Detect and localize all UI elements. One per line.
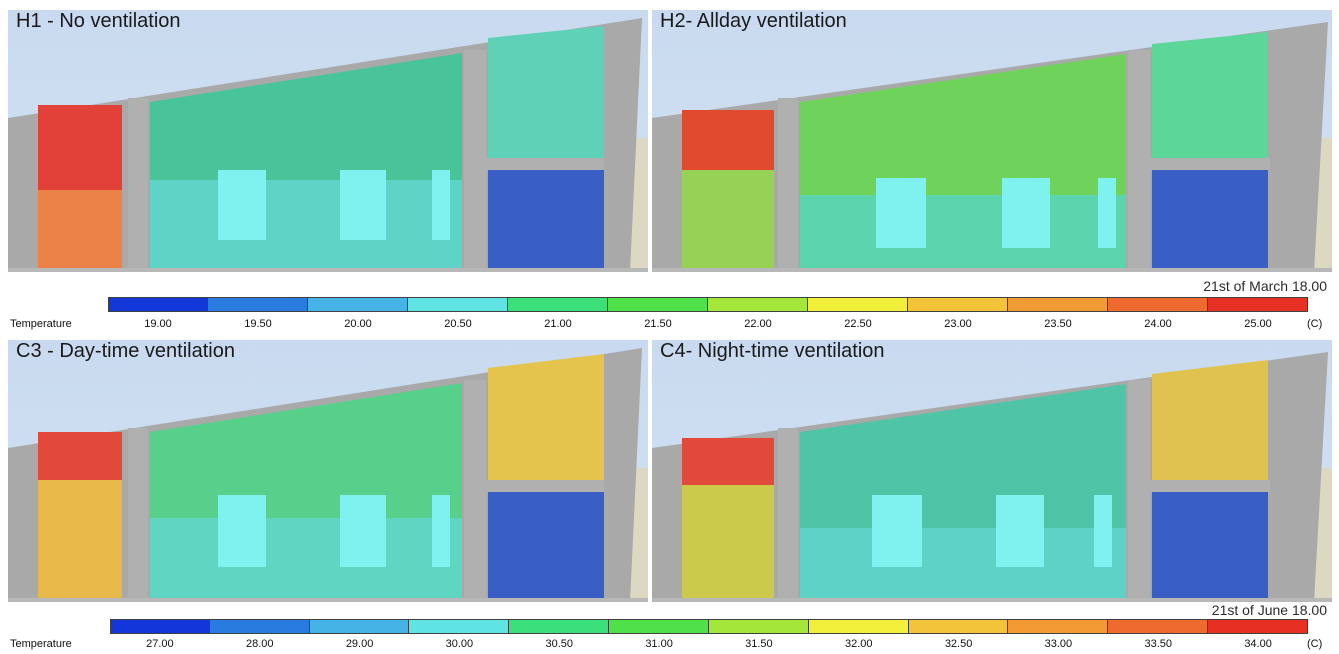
colorbar-segment [108,298,208,311]
colorbar-tick-label: 31.50 [745,638,773,650]
panel-c3: C3 - Day-time ventilation [8,340,648,602]
colorbar-tick-label: 29.00 [345,638,374,650]
colorbar-tick-label: 30.50 [545,638,574,650]
colorbar-label: Temperature [10,318,72,330]
panel-title: H1 - No ventilation [16,10,181,32]
colorbar-segment [1208,620,1308,633]
colorbar-segment [509,620,610,633]
colorbar-label: Temperature [10,638,72,650]
colorbar-segment [708,298,808,311]
building-section-c4 [652,352,1332,602]
colorbar-tick-label: 27.00 [146,638,174,650]
colorbar-tick-label: 23.00 [944,318,972,330]
colorbar-segment [708,620,809,633]
panel-title: C4- Night-time ventilation [660,340,885,362]
panel-c4: C4- Night-time ventilation [652,340,1332,602]
colorbar-tick-label: 24.00 [1144,318,1172,330]
colorbar-tick-label: 22.50 [844,318,872,330]
building-section-c3 [8,348,648,602]
colorbar-tick-label: 19.50 [244,318,272,330]
colorbar-tick-label: 33.50 [1144,638,1173,650]
colorbar-tick-label: 20.50 [444,318,472,330]
colorbar-tick-label: 23.50 [1044,318,1072,330]
colorbar-segment [308,298,408,311]
colorbar-segment [110,620,210,633]
panel-h2: H2- Allday ventilation [652,10,1332,272]
colorbar-tick-label: 19.00 [144,318,172,330]
colorbar-segment [609,620,709,633]
colorbar-tick-label: 21.00 [544,318,572,330]
colorbar-segment [808,298,908,311]
colorbar-segment [209,620,310,633]
colorbar-segment [1108,298,1208,311]
colorbar-tick-label: 30.00 [445,638,474,650]
building-section-h2 [652,22,1332,272]
colorbar-segment [508,298,608,311]
panel-h1: H1 - No ventilation [8,10,648,272]
colorbar-tick-label: 33.00 [1044,638,1073,650]
ticks-march: 19.00 19.50 20.00 20.50 21.00 21.50 22.00 22.50… [0,318,1339,334]
colorbar-segment [608,298,708,311]
panel-title: C3 - Day-time ventilation [16,340,235,362]
colorbar-segment [1208,298,1308,311]
colorbar-tick-label: 32.00 [844,638,873,650]
colorbar-segment [808,620,909,633]
colorbar-tick-label: 25.00 [1244,318,1272,330]
ticks-june: 27.00 28.00 29.00 30.00 30.50 31.00 31.50 32.00… [0,638,1339,654]
building-section-h1 [8,18,648,272]
colorbar-tick-label: 31.00 [645,638,673,650]
colorbar-segment [1008,620,1109,633]
colorbar-june [110,619,1308,634]
scale-date-june: 21st of June 18.00 [1211,602,1327,618]
panel-title: H2- Allday ventilation [660,10,847,32]
colorbar-tick-label: 20.00 [344,318,372,330]
colorbar-segment [908,298,1008,311]
colorbar-unit: (C) [1307,638,1323,650]
scale-date-march: 21st of March 18.00 [1203,278,1327,294]
colorbar-segment [1008,298,1108,311]
colorbar-march [108,297,1308,312]
colorbar-segment [1108,620,1209,633]
colorbar-segment [409,620,510,633]
colorbar-unit: (C) [1307,318,1323,330]
colorbar-tick-label: 21.50 [644,318,672,330]
colorbar-segment [309,620,410,633]
colorbar-segment [908,620,1009,633]
colorbar-tick-label: 34.00 [1244,638,1272,650]
colorbar-tick-label: 22.00 [744,318,772,330]
colorbar-tick-label: 32.50 [944,638,973,650]
colorbar-segment [408,298,508,311]
colorbar-tick-label: 28.00 [245,638,274,650]
colorbar-segment [208,298,308,311]
